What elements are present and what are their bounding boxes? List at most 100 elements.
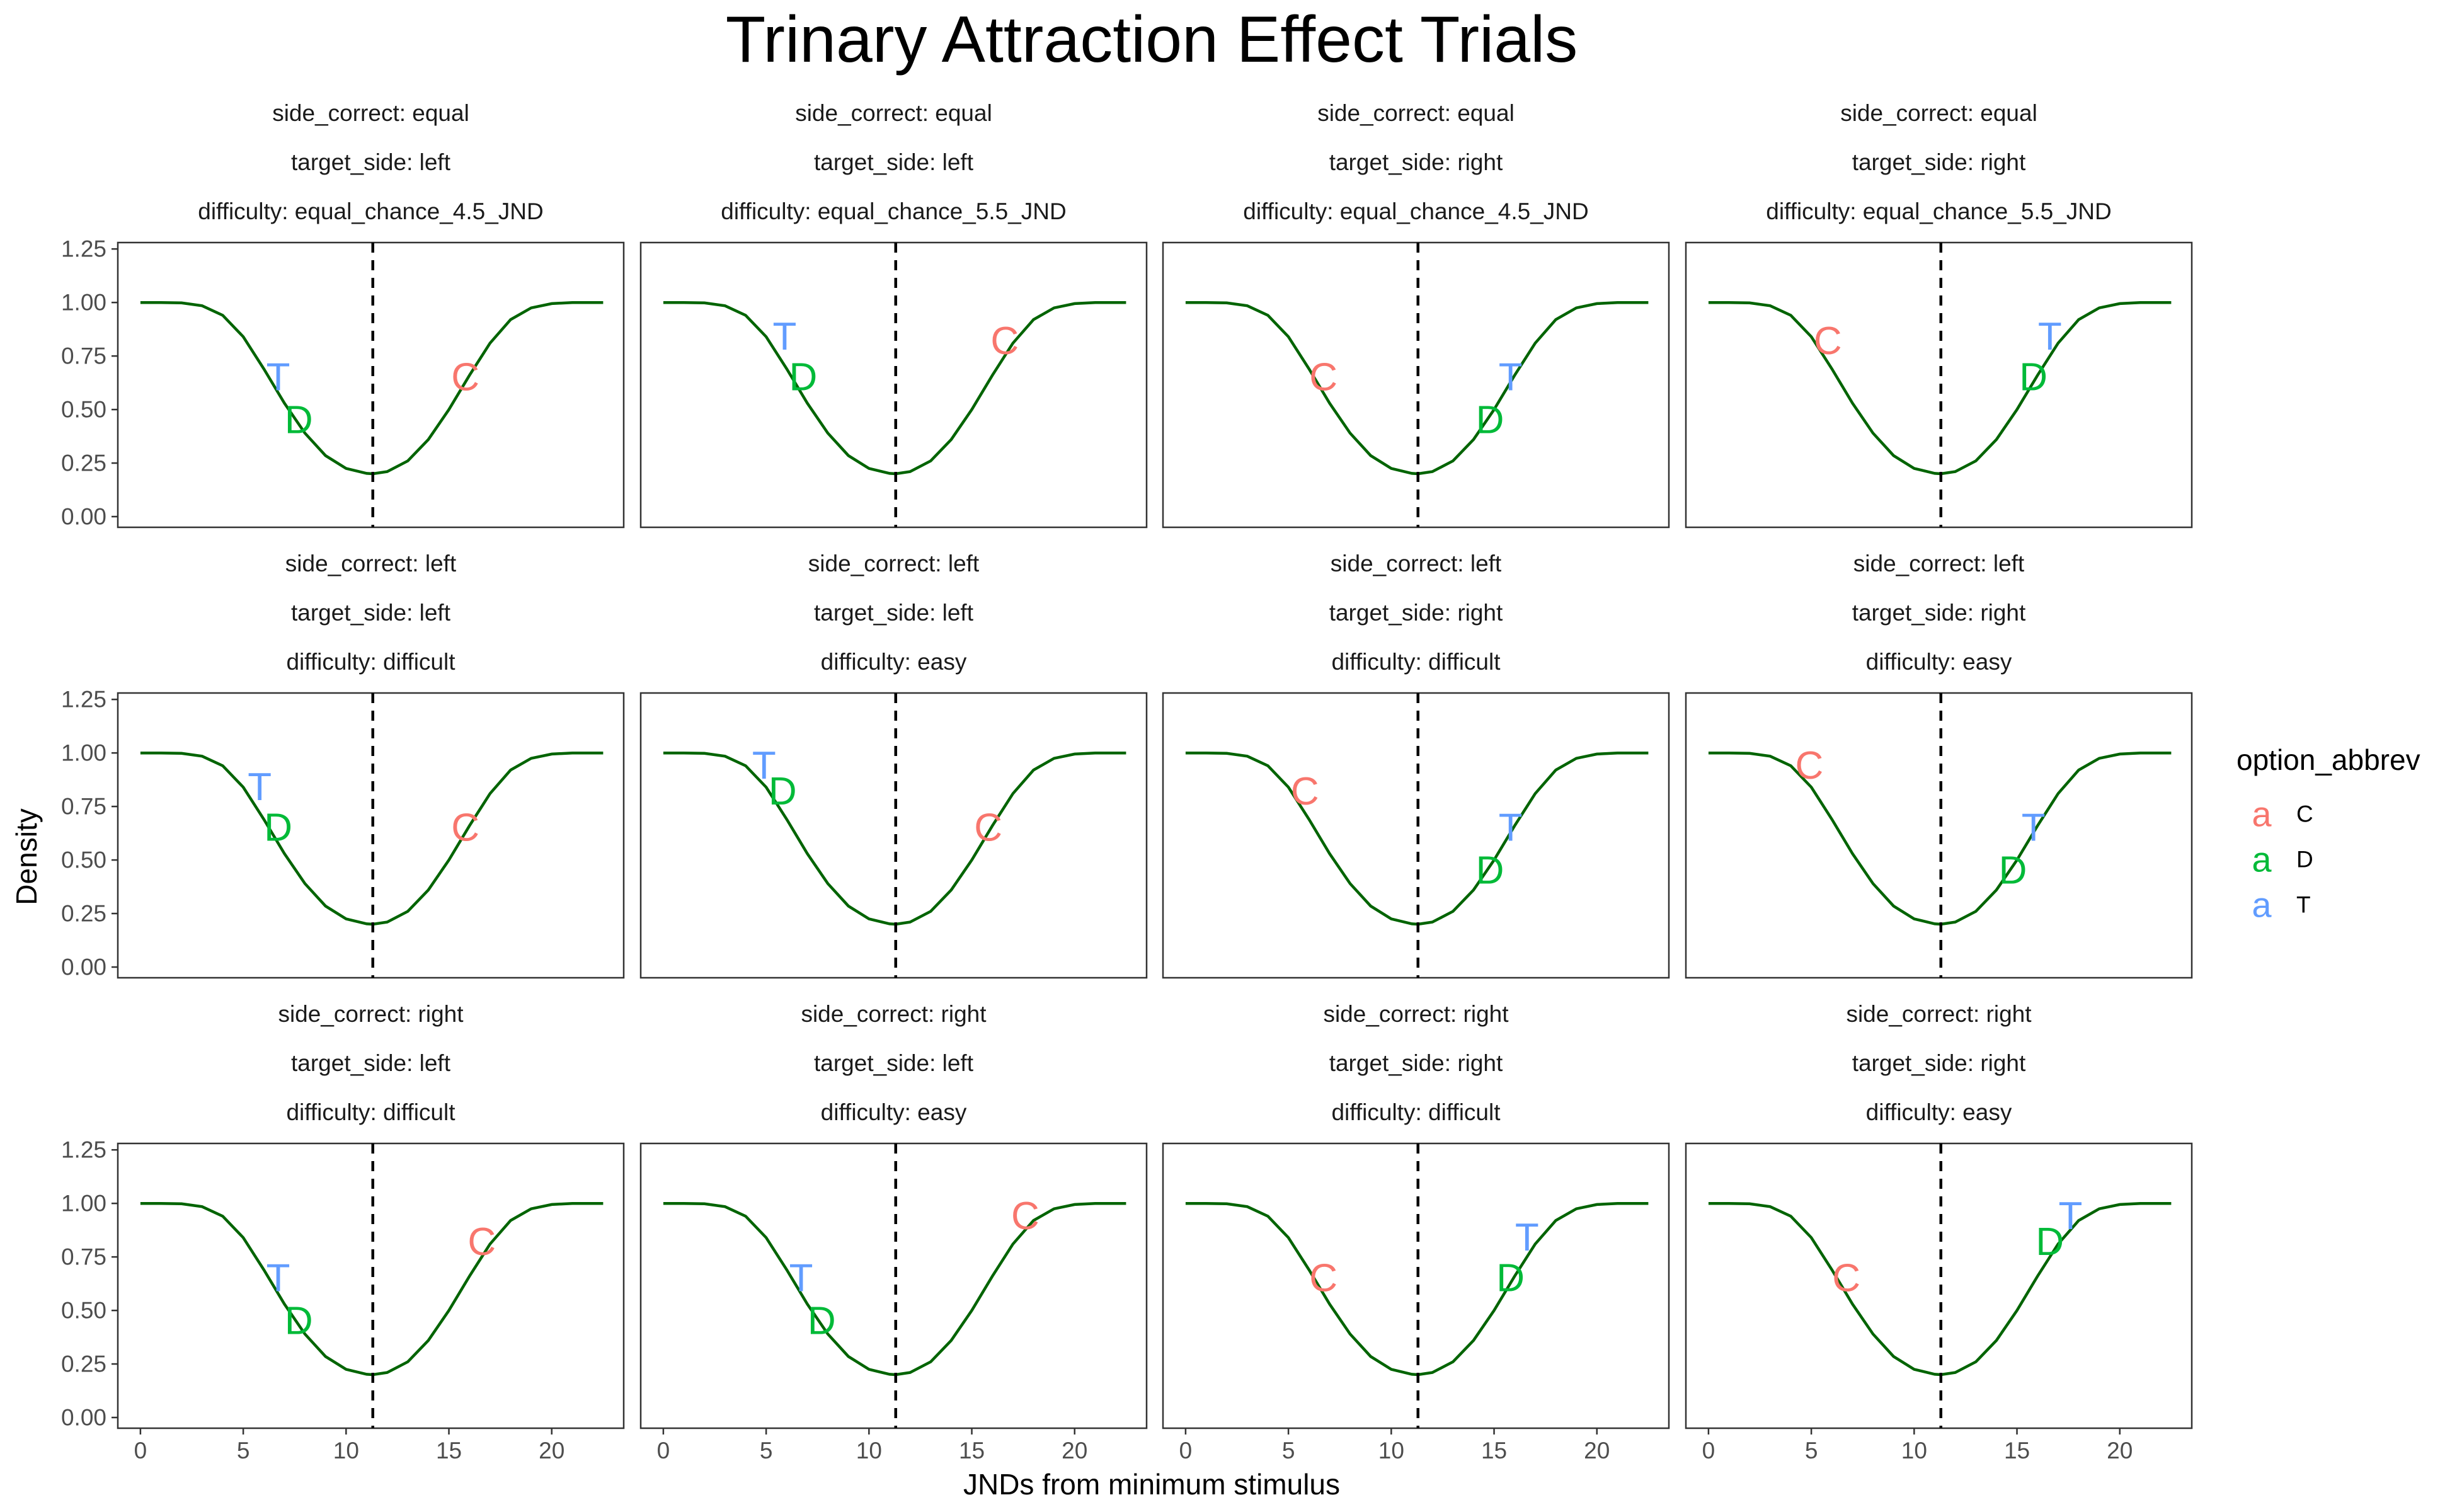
legend-key-t: a	[2252, 885, 2272, 925]
y-tick-label: 0.00	[61, 504, 106, 530]
y-tick-label: 1.25	[61, 236, 106, 262]
option-label-c: C	[1309, 1257, 1337, 1300]
x-tick-label: 15	[1481, 1438, 1507, 1463]
option-label-d: D	[285, 1300, 313, 1343]
y-tick-label: 0.50	[61, 847, 106, 873]
x-tick-label: 0	[657, 1438, 670, 1463]
option-label-d: D	[1496, 1257, 1525, 1300]
strip-label: target_side: left	[291, 600, 451, 626]
option-label-d: D	[2036, 1220, 2064, 1264]
y-tick-label: 0.50	[61, 397, 106, 423]
strip-label: target_side: right	[1329, 149, 1503, 175]
strip-label: difficulty: equal_chance_5.5_JND	[721, 198, 1067, 224]
strip-label: side_correct: left	[1331, 551, 1502, 576]
panel-frame	[1685, 241, 2193, 529]
option-label-t: T	[2022, 806, 2046, 850]
x-tick-label: 10	[1378, 1438, 1404, 1463]
strip-label: side_correct: right	[1846, 1001, 2032, 1027]
strip-label: difficulty: easy	[821, 1099, 967, 1125]
y-tick-label: 0.00	[61, 1405, 106, 1431]
strip-label: side_correct: equal	[1317, 100, 1515, 126]
x-tick-label: 5	[1282, 1438, 1295, 1463]
y-tick-label: 1.00	[61, 290, 106, 316]
facet-panel: side_correct: equal target_side: right dif…	[1685, 100, 2193, 529]
panel-frame	[639, 241, 1148, 529]
panel-frame	[1162, 1142, 1670, 1429]
facet-panels: side_correct: equal target_side: left diff…	[117, 100, 2193, 1429]
strip-label: side_correct: left	[285, 551, 457, 576]
option-label-c: C	[1814, 319, 1842, 363]
option-label-t: T	[789, 1257, 813, 1300]
y-tick-label: 0.25	[61, 450, 106, 476]
option-label-t: T	[2038, 315, 2062, 358]
panel-frame	[117, 692, 625, 979]
strip-label: target_side: right	[1852, 149, 2026, 175]
strip-label: difficulty: difficult	[286, 649, 455, 675]
strip-label: target_side: left	[291, 1050, 451, 1076]
option-label-c: C	[1011, 1194, 1040, 1238]
option-label-d: D	[1999, 849, 2027, 893]
option-label-d: D	[1476, 399, 1504, 442]
y-tick-label: 0.75	[61, 794, 106, 820]
option-label-d: D	[769, 770, 797, 813]
facet-panel: side_correct: equal target_side: left diff…	[117, 100, 625, 529]
option-label-d: D	[285, 399, 313, 442]
strip-label: difficulty: difficult	[286, 1099, 455, 1125]
option-label-t: T	[248, 765, 272, 809]
panel-frame	[117, 1142, 625, 1429]
strip-label: target_side: right	[1852, 600, 2026, 626]
x-tick-label: 20	[2107, 1438, 2133, 1463]
option-label-c: C	[1291, 770, 1319, 813]
strip-label: difficulty: equal_chance_4.5_JND	[1243, 198, 1589, 224]
strip-label: target_side: right	[1329, 1050, 1503, 1076]
option-label-d: D	[1476, 849, 1504, 893]
strip-label: side_correct: left	[808, 551, 980, 576]
x-tick-label: 20	[539, 1438, 564, 1463]
strip-label: target_side: left	[814, 1050, 974, 1076]
strip-label: side_correct: right	[801, 1001, 987, 1027]
option-label-c: C	[451, 356, 479, 399]
strip-label: target_side: left	[814, 149, 974, 175]
y-tick-label: 1.25	[61, 687, 106, 713]
strip-label: side_correct: equal	[795, 100, 992, 126]
x-tick-label: 15	[436, 1438, 462, 1463]
option-label-c: C	[1309, 356, 1337, 399]
panel-frame	[1162, 692, 1670, 979]
legend-label-t: T	[2296, 892, 2311, 918]
option-label-d: D	[789, 356, 817, 399]
legend-label-d: D	[2296, 847, 2313, 873]
legend-key-d: a	[2252, 840, 2272, 879]
strip-label: difficulty: equal_chance_5.5_JND	[1766, 198, 2112, 224]
option-label-c: C	[990, 319, 1019, 363]
y-tick-label: 1.00	[61, 740, 106, 766]
strip-label: target_side: right	[1329, 600, 1503, 626]
y-axis-title: Density	[10, 808, 43, 905]
legend: option_abbrev a Ca Da T	[2236, 743, 2420, 925]
strip-label: side_correct: right	[278, 1001, 464, 1027]
x-tick-label: 5	[1805, 1438, 1818, 1463]
option-label-t: T	[773, 315, 797, 358]
panel-frame	[117, 241, 625, 529]
legend-title: option_abbrev	[2236, 743, 2420, 776]
option-label-t: T	[2058, 1194, 2082, 1238]
x-axis-ticks: 0 5 10 15 20 0 5 10 15 20 0 5 10 15 20 0 5 10 15 20	[134, 1428, 2133, 1463]
x-axis-title: JNDs from minimum stimulus	[963, 1468, 1340, 1501]
facet-panel: side_correct: equal target_side: left diff…	[639, 100, 1148, 529]
strip-label: target_side: left	[814, 600, 974, 626]
y-tick-label: 0.50	[61, 1298, 106, 1324]
legend-label-c: C	[2296, 801, 2313, 827]
y-tick-label: 0.25	[61, 901, 106, 927]
option-label-c: C	[974, 806, 1002, 850]
facet-panel: side_correct: left target_side: left diffi…	[117, 551, 625, 979]
strip-label: difficulty: difficult	[1331, 1099, 1501, 1125]
y-tick-label: 0.25	[61, 1351, 106, 1377]
facet-panel: side_correct: right target_side: right dif…	[1685, 1001, 2193, 1429]
strip-label: difficulty: equal_chance_4.5_JND	[198, 198, 544, 224]
x-tick-label: 10	[333, 1438, 359, 1463]
facet-panel: side_correct: left target_side: right diff…	[1162, 551, 1670, 979]
option-label-c: C	[1832, 1257, 1860, 1300]
facet-panel: side_correct: left target_side: left diffi…	[639, 551, 1148, 979]
strip-label: side_correct: equal	[272, 100, 469, 126]
strip-label: difficulty: easy	[1866, 649, 2012, 675]
